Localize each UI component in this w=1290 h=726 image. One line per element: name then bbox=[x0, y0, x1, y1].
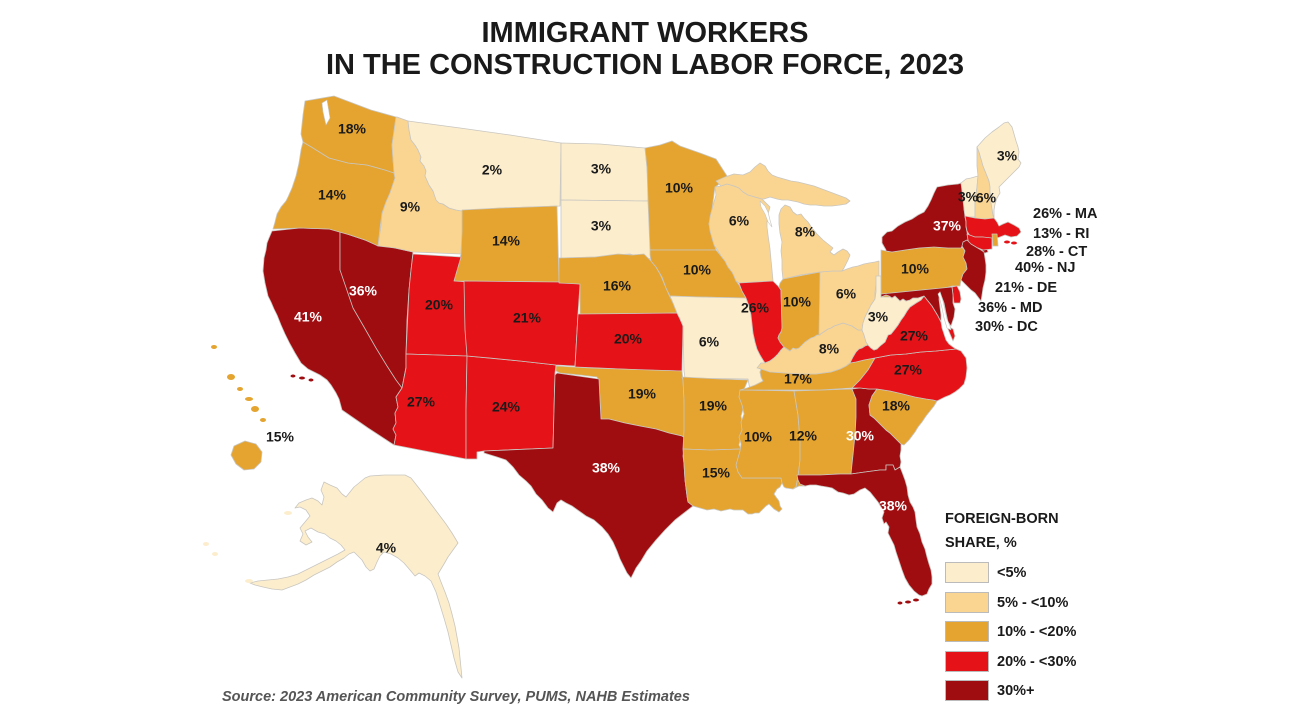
svg-text:6%: 6% bbox=[729, 213, 750, 229]
svg-text:16%: 16% bbox=[603, 278, 632, 294]
svg-text:6%: 6% bbox=[976, 190, 997, 206]
svg-text:19%: 19% bbox=[628, 386, 657, 402]
svg-text:9%: 9% bbox=[400, 199, 421, 215]
svg-text:12%: 12% bbox=[789, 428, 818, 444]
svg-text:4%: 4% bbox=[376, 540, 397, 556]
svg-text:40% - NJ: 40% - NJ bbox=[1015, 260, 1075, 276]
svg-text:36% - MD: 36% - MD bbox=[978, 300, 1042, 316]
svg-text:10%: 10% bbox=[783, 294, 812, 310]
svg-text:3%: 3% bbox=[591, 218, 612, 234]
svg-text:6%: 6% bbox=[699, 334, 720, 350]
svg-text:30%: 30% bbox=[846, 428, 875, 444]
svg-text:3%: 3% bbox=[868, 309, 889, 325]
svg-text:3%: 3% bbox=[591, 161, 612, 177]
svg-text:19%: 19% bbox=[699, 398, 728, 414]
svg-text:41%: 41% bbox=[294, 309, 323, 325]
svg-text:27%: 27% bbox=[894, 362, 923, 378]
svg-text:27%: 27% bbox=[900, 328, 929, 344]
svg-text:8%: 8% bbox=[819, 341, 840, 357]
svg-text:36%: 36% bbox=[349, 283, 378, 299]
svg-text:26% - MA: 26% - MA bbox=[1033, 206, 1098, 222]
svg-text:38%: 38% bbox=[592, 460, 621, 476]
svg-text:21%: 21% bbox=[513, 310, 542, 326]
svg-text:10%: 10% bbox=[683, 262, 712, 278]
svg-text:10%: 10% bbox=[744, 429, 773, 445]
svg-text:30% - DC: 30% - DC bbox=[975, 319, 1038, 335]
svg-text:15%: 15% bbox=[702, 465, 731, 481]
svg-text:37%: 37% bbox=[933, 218, 962, 234]
svg-text:38%: 38% bbox=[879, 498, 908, 514]
svg-text:14%: 14% bbox=[318, 187, 347, 203]
svg-text:3%: 3% bbox=[958, 189, 979, 205]
svg-text:20%: 20% bbox=[614, 331, 643, 347]
svg-text:27%: 27% bbox=[407, 394, 436, 410]
svg-text:14%: 14% bbox=[492, 233, 521, 249]
svg-text:20%: 20% bbox=[425, 297, 454, 313]
svg-text:3%: 3% bbox=[997, 148, 1018, 164]
svg-text:26%: 26% bbox=[741, 300, 770, 316]
svg-text:6%: 6% bbox=[836, 286, 857, 302]
svg-text:10%: 10% bbox=[901, 261, 930, 277]
svg-text:13% - RI: 13% - RI bbox=[1033, 226, 1089, 242]
svg-text:28% - CT: 28% - CT bbox=[1026, 244, 1087, 260]
svg-text:8%: 8% bbox=[795, 224, 816, 240]
svg-text:17%: 17% bbox=[784, 371, 813, 387]
svg-text:18%: 18% bbox=[882, 398, 911, 414]
svg-text:21% - DE: 21% - DE bbox=[995, 280, 1057, 296]
svg-text:10%: 10% bbox=[665, 180, 694, 196]
svg-text:15%: 15% bbox=[266, 429, 295, 445]
svg-text:18%: 18% bbox=[338, 121, 367, 137]
svg-text:2%: 2% bbox=[482, 162, 503, 178]
svg-text:24%: 24% bbox=[492, 399, 521, 415]
